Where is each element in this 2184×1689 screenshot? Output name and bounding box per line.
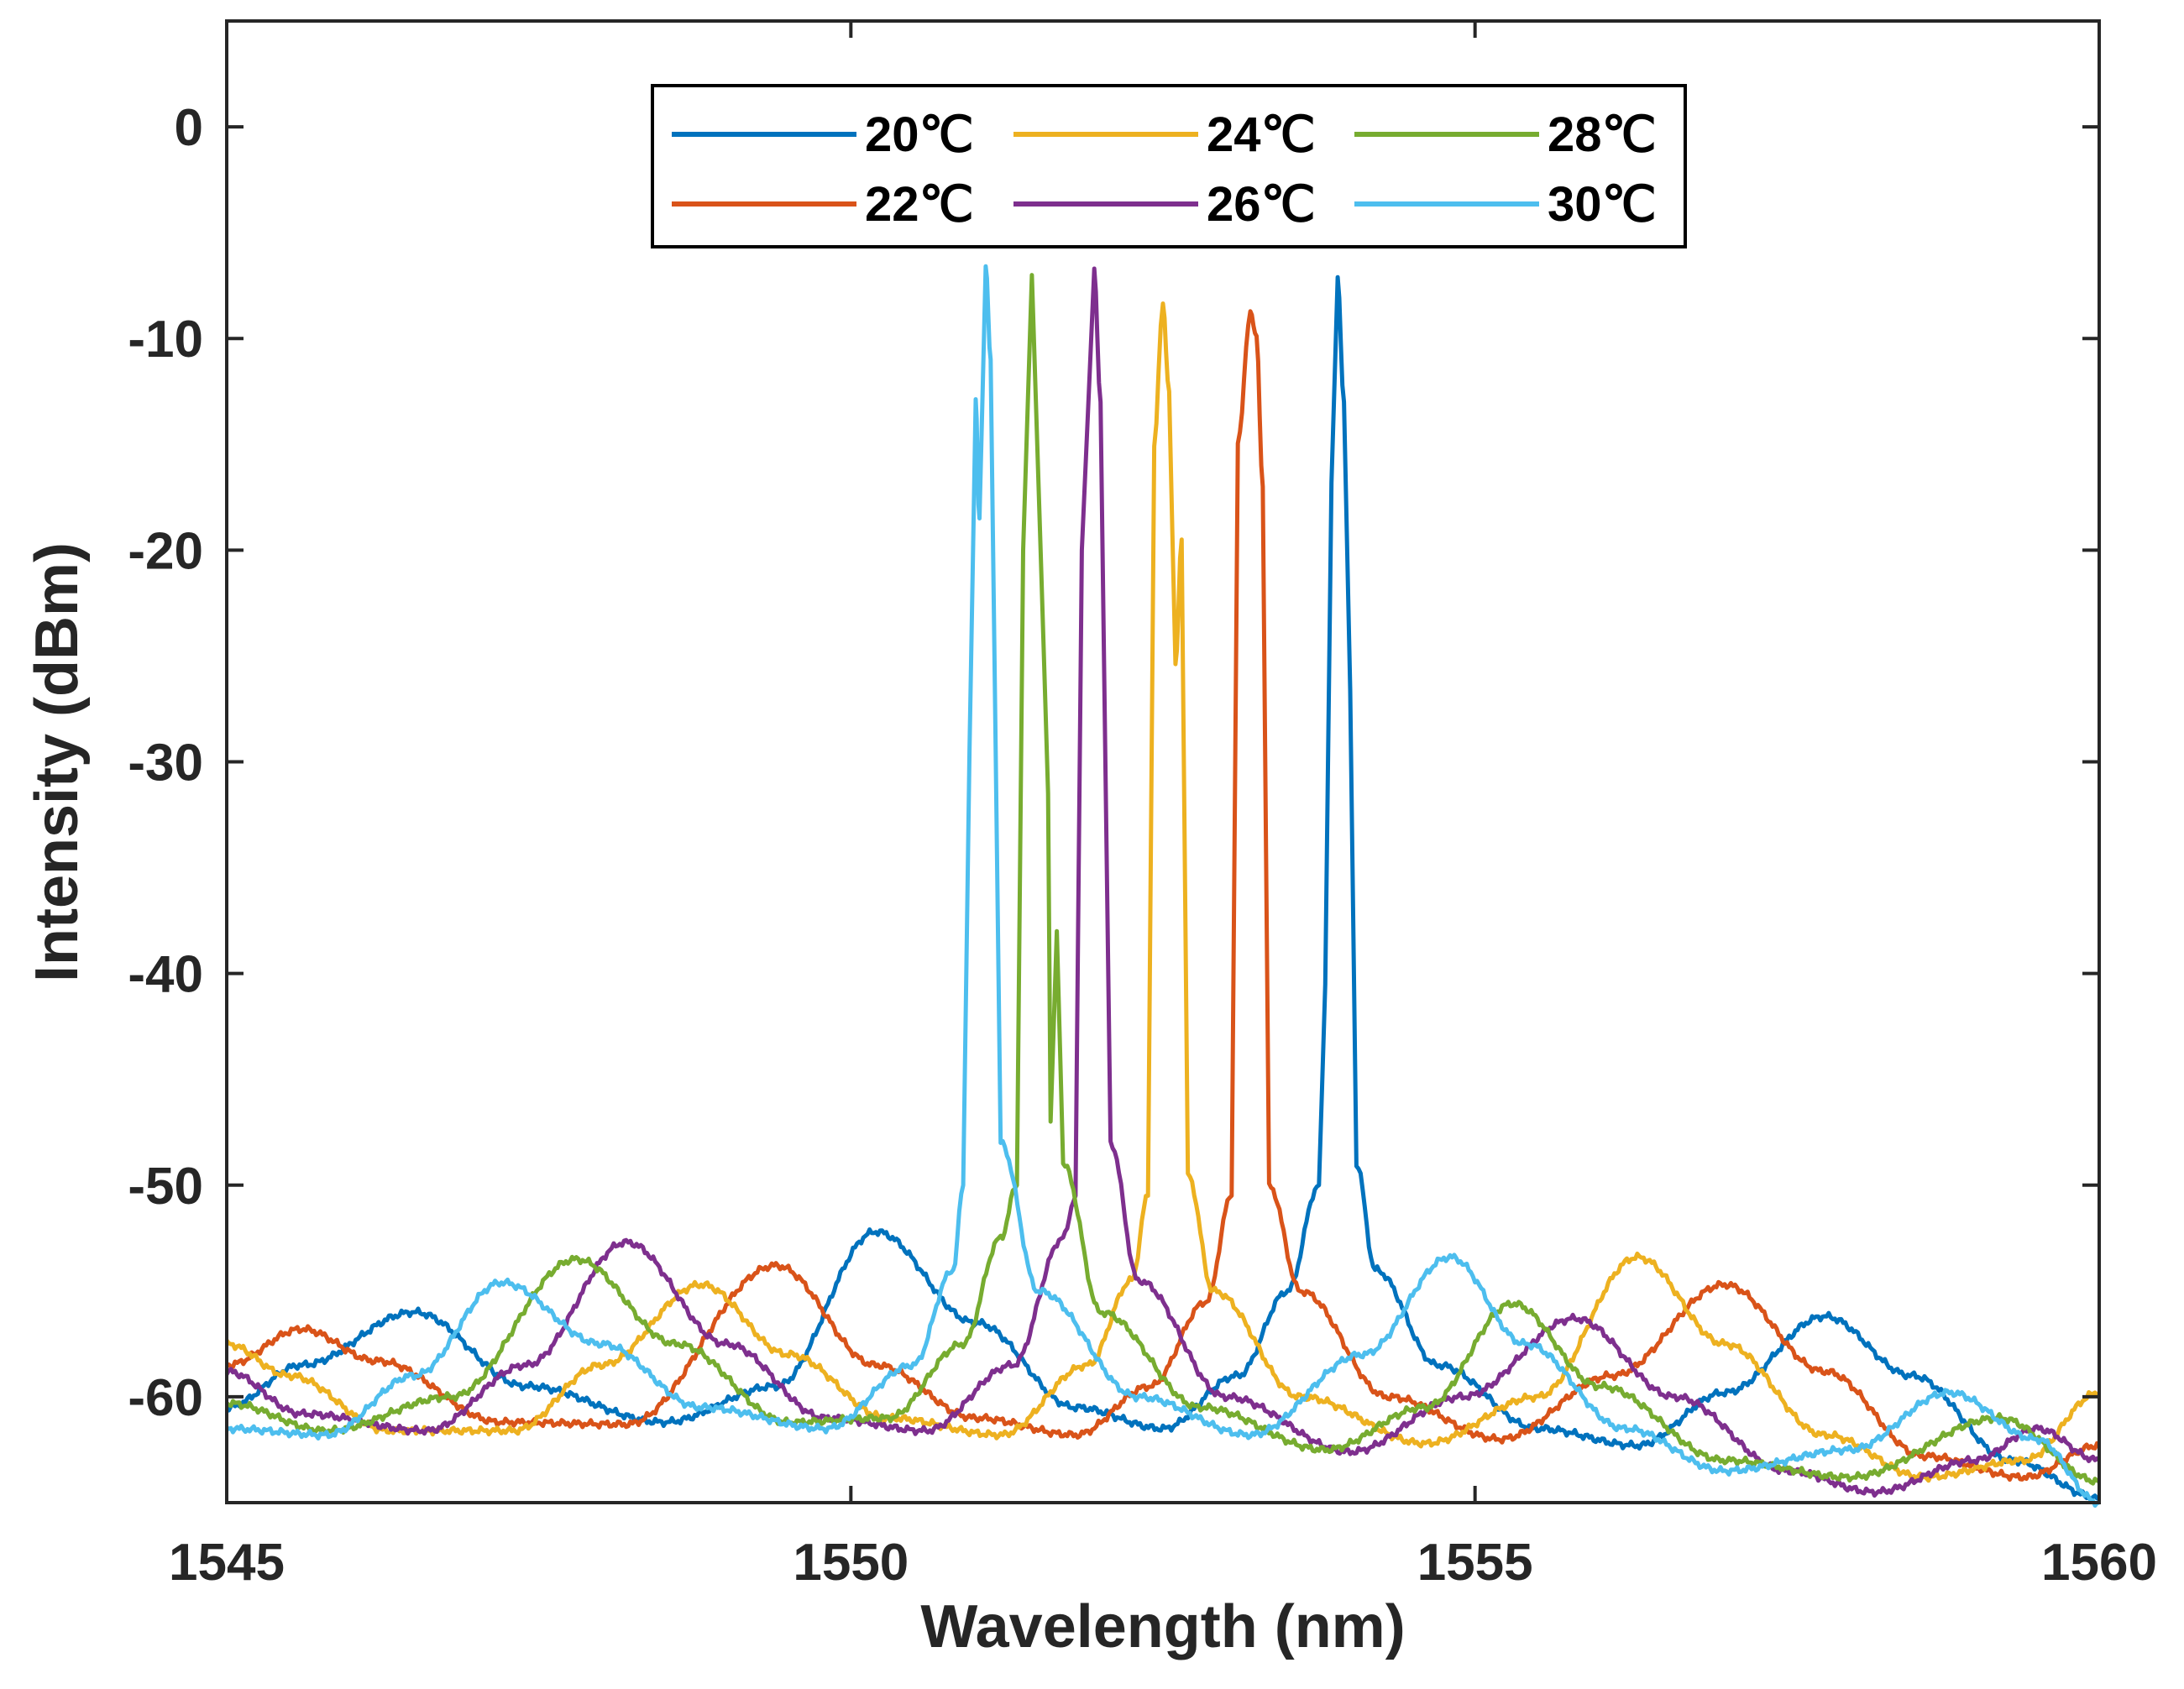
- x-tick-label: 1560: [2041, 1534, 2157, 1592]
- y-tick-label: -10: [128, 311, 203, 369]
- legend-label-26c: 26℃: [1207, 177, 1316, 232]
- series-line-3: [224, 301, 2102, 1483]
- legend-box: [651, 84, 1687, 248]
- x-tick-label: 1545: [169, 1534, 285, 1592]
- series-line-6: [225, 264, 2100, 1508]
- series-line-1: [224, 275, 2099, 1503]
- series-line-4: [224, 266, 2101, 1498]
- y-tick-label: 0: [175, 99, 203, 157]
- y-tick-label: -30: [128, 735, 203, 792]
- plot-frame: [225, 19, 2101, 1504]
- x-axis-title: Wavelength (nm): [920, 1593, 1405, 1660]
- y-tick-label: -20: [128, 522, 203, 580]
- legend: 20℃ 22℃ 24℃ 26℃ 28℃ 30℃: [651, 84, 1687, 248]
- y-tick-label: -50: [128, 1158, 203, 1216]
- legend-label-24c: 24℃: [1207, 107, 1316, 162]
- legend-label-28c: 28℃: [1548, 107, 1657, 162]
- legend-label-20c: 20℃: [865, 107, 974, 162]
- x-tick-label: 1550: [793, 1534, 909, 1592]
- y-tick-label: -40: [128, 946, 203, 1004]
- series-line-5: [225, 273, 2100, 1486]
- legend-label-30c: 30℃: [1548, 177, 1657, 232]
- ticks-layer: 1545 1550 1555 1560 0 -10 -20 -30 -40 -50 -60: [128, 21, 2157, 1592]
- y-tick-label: -60: [128, 1369, 203, 1427]
- y-axis-title: Intensity (dBm): [24, 542, 91, 982]
- x-tick-label: 1555: [1417, 1534, 1533, 1592]
- legend-label-22c: 22℃: [865, 177, 974, 232]
- series-layer: [224, 264, 2102, 1508]
